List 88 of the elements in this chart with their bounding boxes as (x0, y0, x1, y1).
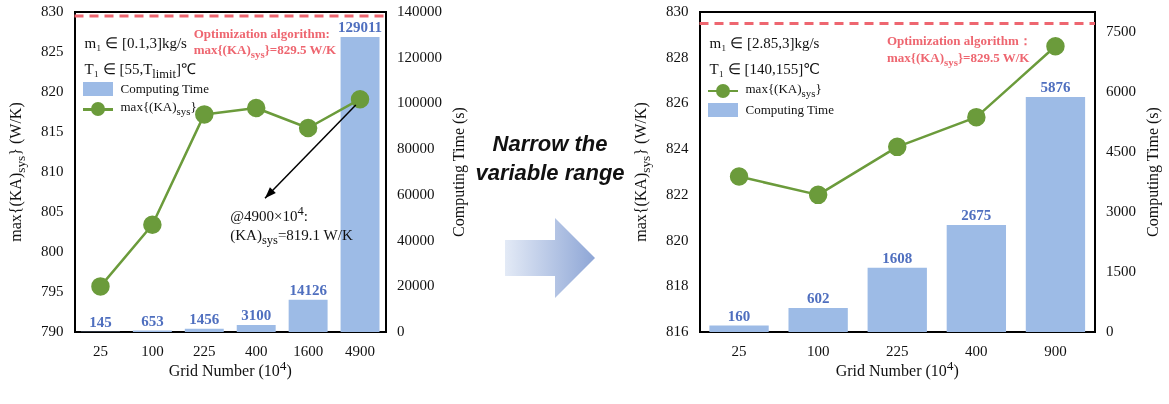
y-tick-label: 830 (41, 2, 64, 19)
y-tick-label: 795 (41, 282, 64, 299)
y2-tick-label: 0 (397, 322, 405, 339)
x-tick-label: 400 (244, 342, 268, 359)
data-label: 14126 (289, 282, 328, 299)
data-label: 602 (806, 290, 830, 307)
ref-line-label: Optimization algorithm： max{(KA)$_{sys}$}=829.5 W/K (886, 33, 1032, 69)
x-tick-label: 1600 (293, 342, 324, 359)
y-tick-label: 790 (41, 322, 64, 339)
x-axis-title: Grid Number (10$^{4}$) (834, 358, 960, 382)
y-tick-label: 805 (41, 202, 64, 219)
data-label: 1608 (882, 250, 913, 267)
point (808, 185, 828, 205)
data-label: 653 (141, 312, 164, 329)
point (350, 89, 370, 109)
point (888, 137, 907, 157)
y-tick-label: 825 (41, 42, 64, 59)
x-tick-label: 25 (92, 342, 108, 359)
x-tick-label: 100 (141, 342, 164, 359)
x-axis-title: Grid Number (10$^{4}$) (167, 358, 293, 382)
point (91, 277, 110, 296)
point (729, 167, 749, 186)
y-tick-label: 828 (666, 48, 689, 65)
annotation: T₁ ∈ [55,T$_{limit}$]℃ (84, 60, 196, 83)
y2-tick-label: 0 (1106, 322, 1114, 339)
y2-tick-label: 100000 (397, 94, 442, 111)
annotation: T₁ ∈ [140,155]℃ (709, 60, 821, 79)
y-tick-label: 818 (666, 277, 689, 294)
x-tick-label: 900 (1044, 342, 1067, 359)
bar (788, 307, 848, 332)
point (246, 98, 266, 118)
point (298, 118, 318, 138)
legend-label: max{(KA)$_{sys}$} (120, 99, 197, 119)
x-tick-label: 4900 (345, 342, 376, 359)
y2-tick-label: 7500 (1106, 22, 1136, 39)
data-label: 3100 (241, 307, 272, 324)
y2-tick-label: 140000 (397, 2, 442, 19)
annotation: m₁ ∈ [2.85,3]kg/s (709, 34, 820, 53)
x-tick-label: 400 (965, 342, 988, 359)
text: Narrow the variable range (475, 130, 625, 187)
point (1046, 37, 1065, 56)
y-tick-label: 800 (41, 242, 64, 259)
x-tick-label: 225 (193, 342, 216, 359)
data-label: 145 (89, 314, 112, 331)
y-tick-label: 822 (666, 185, 689, 202)
y2-tick-label: 6000 (1106, 82, 1136, 99)
annotation: m₁ ∈ [0.1,3]kg/s (84, 34, 187, 53)
point (143, 215, 162, 235)
data-label: 160 (727, 307, 751, 324)
legend-label: Computing Time (745, 102, 834, 119)
y2-tick-label: 1500 (1106, 262, 1136, 279)
point (195, 105, 214, 124)
y2-tick-label: 80000 (397, 140, 435, 157)
data-label: 1456 (189, 311, 220, 328)
y2-axis-title: Computing Time (s) (449, 107, 469, 237)
bar (1025, 96, 1086, 332)
legend-label: Computing Time (120, 81, 209, 98)
bar (288, 299, 328, 332)
y2-axis-title: Computing Time (s) (1143, 107, 1163, 237)
y2-tick-label: 4500 (1106, 142, 1136, 159)
y2-tick-label: 20000 (397, 277, 435, 294)
y-tick-label: 824 (666, 140, 689, 157)
y-tick-label: 830 (666, 2, 689, 19)
data-label: 5876 (1040, 79, 1071, 96)
bar (236, 324, 276, 332)
text: @4900×10$^{4}$: (KA)$_{sys}$=819.1 W/K (230, 204, 353, 247)
x-tick-label: 225 (886, 342, 909, 359)
y-tick-label: 820 (41, 82, 64, 99)
bar (709, 325, 769, 332)
ref-line-label: Optimization algorithm: max{(KA)$_{sys}$}=829.5 W/K (193, 26, 337, 62)
legend-label: max{(KA)$_{sys}$} (745, 81, 822, 101)
point (967, 107, 986, 127)
bar (946, 225, 1007, 332)
bar (867, 267, 927, 332)
x-tick-label: 100 (806, 342, 830, 359)
y2-tick-label: 3000 (1106, 202, 1136, 219)
y-tick-label: 820 (666, 231, 689, 248)
data-label: 129011 (337, 19, 383, 36)
y2-tick-label: 40000 (397, 231, 435, 248)
y-tick-label: 810 (41, 162, 64, 179)
bar (184, 328, 224, 332)
y-tick-label: 816 (666, 322, 689, 339)
y-tick-label: 826 (666, 94, 689, 111)
x-tick-label: 25 (731, 342, 747, 359)
data-label: 2675 (961, 207, 992, 224)
y2-tick-label: 60000 (397, 185, 435, 202)
y-tick-label: 815 (41, 122, 64, 139)
y2-tick-label: 120000 (397, 48, 442, 65)
